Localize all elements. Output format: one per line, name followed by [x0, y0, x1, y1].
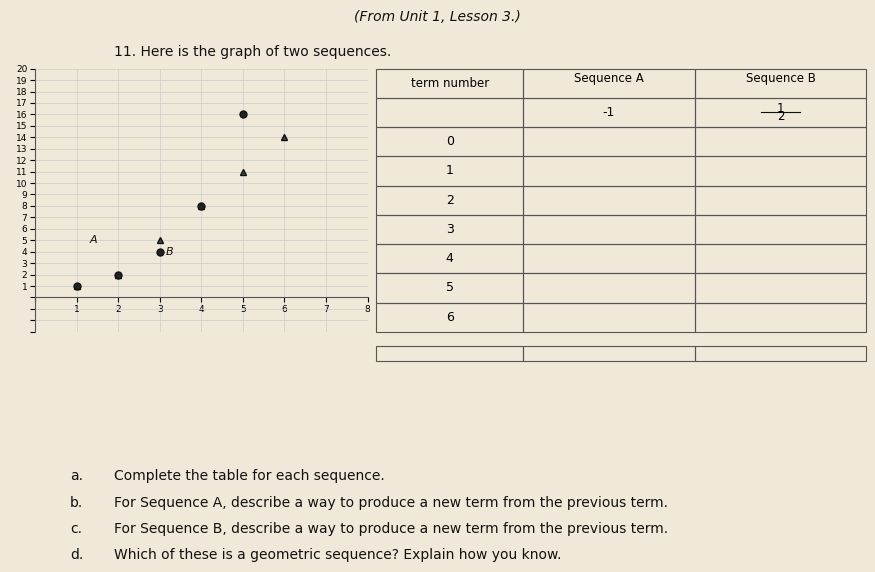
Text: 0: 0	[445, 135, 454, 148]
Text: d.: d.	[70, 549, 83, 562]
Text: 5: 5	[445, 281, 454, 295]
Text: term number: term number	[410, 77, 489, 90]
Text: c.: c.	[70, 522, 82, 536]
Text: b.: b.	[70, 495, 83, 510]
Text: 1: 1	[777, 102, 784, 114]
Text: -1: -1	[603, 106, 615, 119]
Text: 2: 2	[446, 194, 454, 206]
Text: For Sequence A, describe a way to produce a new term from the previous term.: For Sequence A, describe a way to produc…	[114, 495, 668, 510]
Text: 3: 3	[446, 223, 454, 236]
Text: a.: a.	[70, 469, 83, 483]
Bar	[376, 347, 523, 361]
Text: 6: 6	[446, 311, 454, 324]
Bar	[523, 347, 695, 361]
Text: B: B	[166, 247, 173, 257]
Text: Complete the table for each sequence.: Complete the table for each sequence.	[114, 469, 384, 483]
Text: A: A	[90, 235, 97, 245]
Text: (From Unit 1, Lesson 3.): (From Unit 1, Lesson 3.)	[354, 10, 521, 24]
Text: 1: 1	[446, 165, 454, 177]
Text: Which of these is a geometric sequence? Explain how you know.: Which of these is a geometric sequence? …	[114, 549, 561, 562]
Text: For Sequence B, describe a way to produce a new term from the previous term.: For Sequence B, describe a way to produc…	[114, 522, 668, 536]
Bar	[695, 347, 866, 361]
Text: Sequence B: Sequence B	[746, 73, 816, 85]
Text: 2: 2	[777, 110, 784, 124]
Text: Sequence A: Sequence A	[574, 73, 644, 85]
Text: 4: 4	[446, 252, 454, 265]
Text: 11. Here is the graph of two sequences.: 11. Here is the graph of two sequences.	[114, 45, 391, 58]
